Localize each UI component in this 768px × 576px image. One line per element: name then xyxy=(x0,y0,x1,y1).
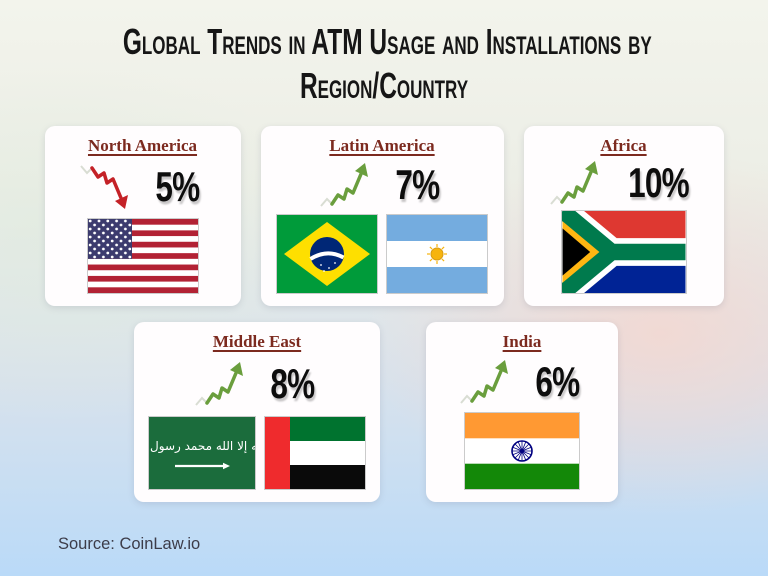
trend-row: 7% xyxy=(318,157,447,213)
card-north-america: North America 5% xyxy=(44,125,241,306)
flag-south-africa xyxy=(560,209,687,294)
flags-row xyxy=(276,213,488,294)
flag-saudi-arabia: لا إله إلا الله محمد رسول الله xyxy=(148,415,256,490)
flag-united-states xyxy=(86,217,199,294)
cards-row-bottom: Middle East 8% لا إله إلا الله محمد رسول… xyxy=(0,321,760,502)
card-africa: Africa 10% xyxy=(523,125,724,306)
trend-value-middle-east: 8% xyxy=(269,359,315,407)
trend-row: 5% xyxy=(78,159,207,215)
flag-brazil xyxy=(276,213,378,294)
trend-value-india: 6% xyxy=(534,357,580,405)
trend-value-africa: 10% xyxy=(628,158,690,206)
trend-value-latin-america: 7% xyxy=(394,160,440,208)
flag-india xyxy=(464,411,580,490)
card-india: India 6% xyxy=(426,321,618,502)
region-title-middle-east: Middle East xyxy=(212,331,302,351)
trend-row: 6% xyxy=(458,354,587,410)
region-title-north-america: North America xyxy=(87,135,198,155)
trend-up-icon xyxy=(194,361,243,406)
trend-up-icon xyxy=(319,162,368,207)
flags-row: لا إله إلا الله محمد رسول الله xyxy=(148,415,366,490)
page-title-line-2: Region/Country xyxy=(299,64,469,106)
source-attribution: Source: CoinLaw.io xyxy=(58,535,201,553)
page-title-line-1: Global Trends in ATM Usage and Installat… xyxy=(122,21,652,62)
region-title-africa: Africa xyxy=(600,135,647,155)
flags-row xyxy=(464,411,580,490)
flags-row xyxy=(560,209,687,294)
page-title: Global Trends in ATM Usage and Installat… xyxy=(0,0,768,108)
trend-up-icon xyxy=(550,160,598,205)
cards-row-top: North America 5% xyxy=(0,125,768,306)
card-middle-east: Middle East 8% لا إله إلا الله محمد رسول… xyxy=(134,321,380,502)
flag-united-arab-emirates xyxy=(264,415,366,490)
trend-down-icon xyxy=(80,165,129,209)
saudi-shahada-script: لا إله إلا الله محمد رسول الله xyxy=(149,439,255,454)
region-title-latin-america: Latin America xyxy=(329,135,435,155)
trend-row: 8% xyxy=(193,356,322,412)
card-latin-america: Latin America 7% xyxy=(260,125,504,306)
trend-value-north-america: 5% xyxy=(155,162,200,210)
region-title-india: India xyxy=(502,331,542,351)
flags-row xyxy=(86,217,199,294)
trend-up-icon xyxy=(459,359,508,404)
trend-row: 10% xyxy=(548,156,699,210)
flag-argentina xyxy=(386,213,488,294)
